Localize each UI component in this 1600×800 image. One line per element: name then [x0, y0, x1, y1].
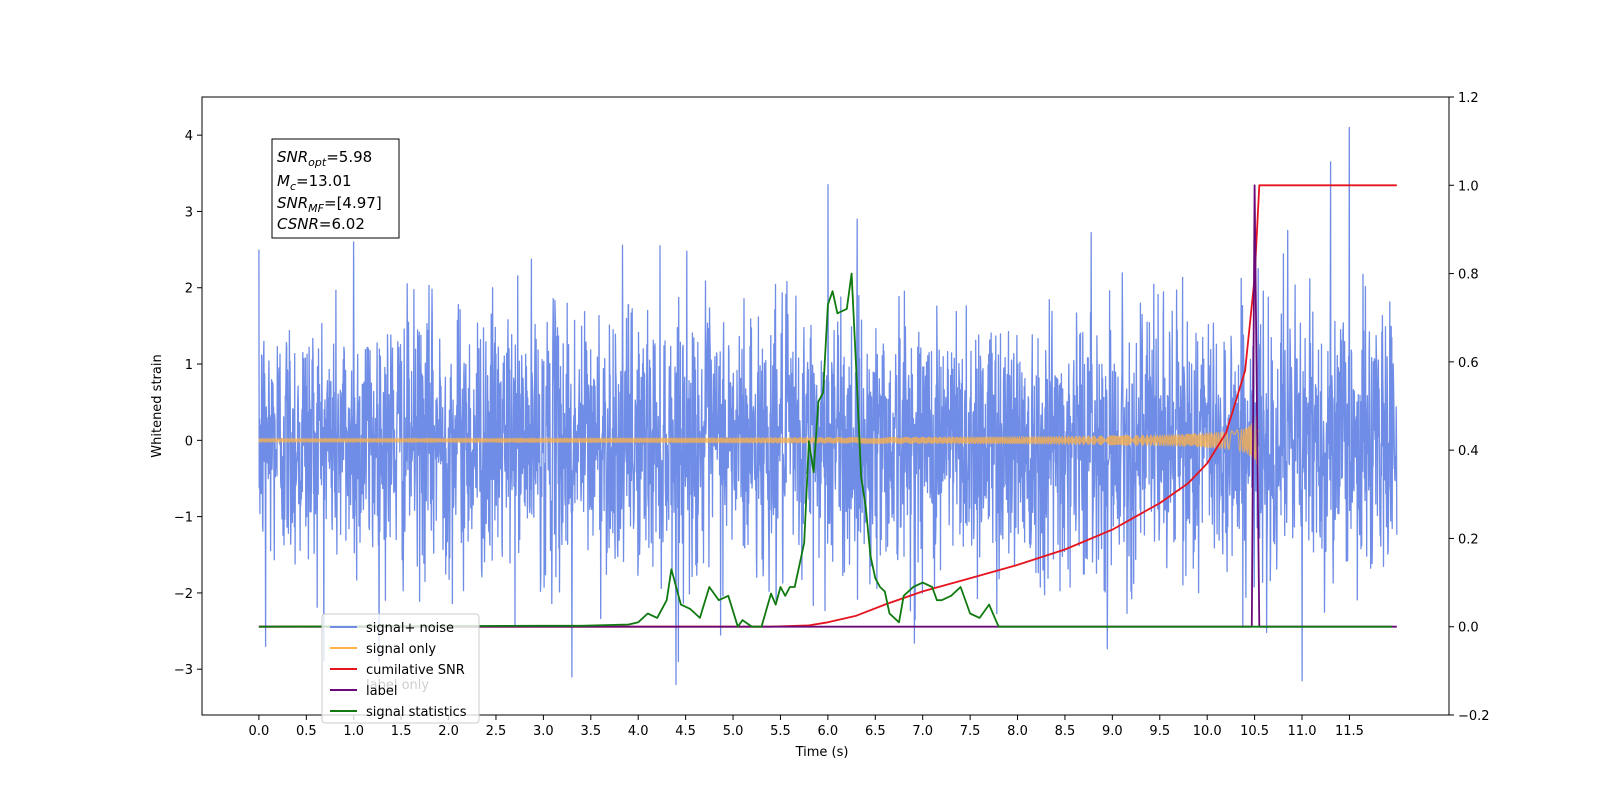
x-tick-label: 6.0 [818, 724, 839, 739]
legend: label only signal+ noise signal only cumil… [321, 613, 480, 724]
y-tick-label: 4 [185, 129, 193, 144]
x-tick-label: 0.5 [296, 724, 317, 739]
x-tick-label: 9.0 [1102, 724, 1123, 739]
series-line-signal-noise [258, 126, 1398, 686]
y-tick-label: −2 [174, 587, 193, 602]
legend-frame [321, 613, 480, 724]
series-line-signal-statistics [258, 272, 1393, 628]
y2-tick-label: 0.6 [1458, 356, 1479, 371]
legend-label: signal statistics [366, 705, 467, 720]
x-tick-label: 7.5 [960, 724, 981, 739]
y-tick-label: 3 [185, 205, 193, 220]
y-tick-label: −1 [174, 511, 193, 526]
x-tick-label: 1.5 [391, 724, 412, 739]
x-tick-label: 8.0 [1007, 724, 1028, 739]
stat-snr-mf: SNRMF=[4.97] [277, 194, 382, 215]
legend-label: signal+ noise [366, 621, 454, 636]
y-tick-label: 1 [185, 358, 193, 373]
x-tick-label: 10.5 [1240, 724, 1269, 739]
y-tick-label: 2 [185, 282, 193, 297]
y2-tick-label: 1.0 [1458, 179, 1479, 194]
stats-box: SNRopt=5.98 Mc=13.01 SNRMF=[4.97] CSNR=6… [271, 138, 400, 239]
y2-tick-label: 0.0 [1458, 621, 1479, 636]
stat-snr-opt: SNRopt=5.98 [277, 148, 372, 169]
plot-frame [201, 96, 1450, 716]
x-tick-label: 4.0 [628, 724, 649, 739]
x-axis-label: Time (s) [795, 745, 849, 760]
x-tick-label: 11.5 [1335, 724, 1364, 739]
legend-label: cumilative SNR [366, 663, 465, 678]
y2-tick-label: 0.4 [1458, 444, 1479, 459]
x-tick-label: 4.5 [675, 724, 696, 739]
y2-tick-label: 0.8 [1458, 268, 1479, 283]
x-tick-label: 2.0 [438, 724, 459, 739]
stats-box-frame [271, 138, 400, 239]
x-tick-label: 1.0 [343, 724, 364, 739]
x-tick-label: 5.0 [723, 724, 744, 739]
y-axis-right: 1.2 1.0 0.8 0.6 0.4 0.2 0.0 −0.2 [1449, 91, 1490, 724]
series-layer [258, 126, 1398, 686]
x-tick-label: 5.5 [770, 724, 791, 739]
x-tick-label: 7.0 [912, 724, 933, 739]
stat-mc: Mc=13.01 [277, 172, 352, 193]
y-axis-label: Whitened strain [150, 354, 165, 457]
x-tick-label: 10.0 [1193, 724, 1222, 739]
legend-label: label [366, 684, 397, 699]
y2-tick-label: 0.2 [1458, 532, 1479, 547]
x-tick-label: 9.5 [1149, 724, 1170, 739]
y-tick-label: 0 [185, 434, 193, 449]
y-tick-label: −3 [174, 663, 193, 678]
series-line-signal-only [258, 414, 1260, 468]
legend-hidden-text: label only [366, 678, 429, 693]
x-axis: 0.0 0.5 1.0 1.5 2.0 2.5 3.0 3.5 4.0 4.5 5.0 5.5 6.0 6… [249, 715, 1364, 739]
x-tick-label: 11.0 [1288, 724, 1317, 739]
x-tick-label: 3.5 [580, 724, 601, 739]
x-tick-label: 0.0 [249, 724, 270, 739]
y-axis-left: 4 3 2 1 0 −1 −2 −3 [174, 129, 202, 678]
x-tick-label: 8.5 [1055, 724, 1076, 739]
legend-label: signal only [366, 642, 436, 657]
stat-csnr: CSNR=6.02 [277, 215, 365, 233]
x-tick-label: 6.5 [865, 724, 886, 739]
y2-tick-label: −0.2 [1458, 709, 1490, 724]
y2-tick-label: 1.2 [1458, 91, 1479, 106]
x-tick-label: 2.5 [486, 724, 507, 739]
x-tick-label: 3.0 [533, 724, 554, 739]
